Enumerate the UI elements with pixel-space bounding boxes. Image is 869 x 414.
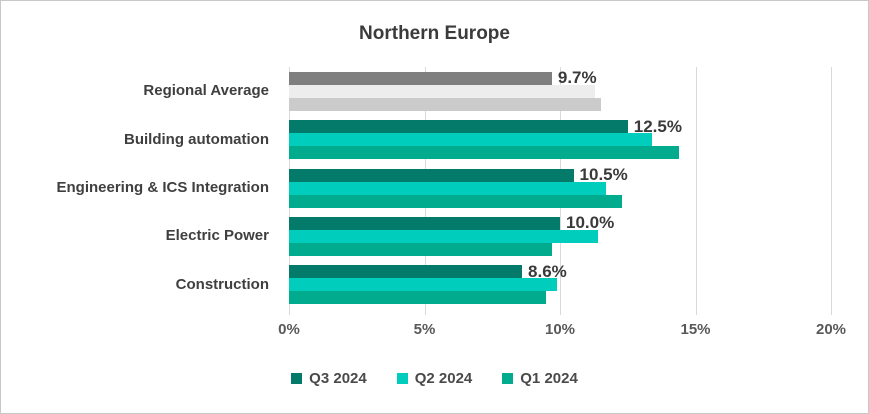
category-label: Engineering & ICS Integration (56, 179, 269, 196)
x-axis: 0% 5% 10% 15% 20% (278, 321, 846, 341)
bar-q2-2024 (289, 278, 558, 292)
axis-tick-mark (695, 309, 697, 315)
bar-q3-2024 (289, 120, 628, 134)
data-label: 9.7% (557, 68, 597, 88)
legend: Q3 2024 Q2 2024 Q1 2024 (1, 370, 868, 387)
bar-q1-2024 (289, 146, 680, 160)
data-label: 12.5% (633, 116, 682, 136)
x-axis-label: 5% (413, 321, 436, 338)
bar-q3-2024 (289, 216, 560, 230)
gridline (831, 67, 832, 309)
legend-label: Q3 2024 (309, 370, 367, 387)
legend-swatch (502, 373, 514, 384)
bar-q2-2024 (289, 181, 607, 195)
bar-q3-2024 (289, 168, 574, 182)
gridline (695, 67, 697, 309)
data-label: 8.6% (528, 261, 567, 281)
category-axis: Regional Average Building automation Engin… (1, 67, 279, 309)
x-axis-label: 10% (544, 321, 576, 338)
axis-tick-mark (831, 309, 832, 315)
category-label: Electric Power (165, 227, 269, 245)
category-label: Building automation (124, 130, 269, 148)
data-label: 10.0% (566, 213, 615, 233)
legend-swatch (396, 373, 408, 384)
legend-swatch (291, 373, 303, 384)
bar-q3-2024 (289, 71, 552, 85)
bar-q2-2024 (289, 229, 598, 243)
axis-tick-mark (424, 309, 426, 315)
bar-q3-2024 (289, 265, 523, 279)
x-axis-label: 0% (278, 321, 300, 338)
axis-tick-mark (289, 309, 290, 315)
bar-q2-2024 (289, 84, 596, 98)
category-label: Regional Average (143, 82, 269, 100)
data-label: 10.5% (579, 165, 628, 184)
bar-q1-2024 (289, 97, 601, 111)
legend-item: Q2 2024 (396, 370, 473, 387)
bar-q2-2024 (289, 133, 653, 147)
bar-q1-2024 (289, 194, 623, 208)
legend-item: Q1 2024 (502, 370, 578, 387)
bar-q1-2024 (289, 291, 547, 305)
legend-label: Q1 2024 (520, 370, 578, 387)
legend-label: Q2 2024 (414, 370, 473, 387)
plot-area: 9.7% 12.5% 10.5% 10.0% 8.6% (289, 67, 832, 315)
axis-tick-mark (560, 309, 561, 315)
x-axis-label: 15% (680, 321, 711, 338)
legend-item: Q3 2024 (291, 370, 367, 387)
category-label: Construction (175, 275, 269, 293)
x-axis-label: 20% (815, 321, 847, 338)
chart-title: Northern Europe (359, 23, 510, 44)
bar-q1-2024 (289, 242, 552, 256)
